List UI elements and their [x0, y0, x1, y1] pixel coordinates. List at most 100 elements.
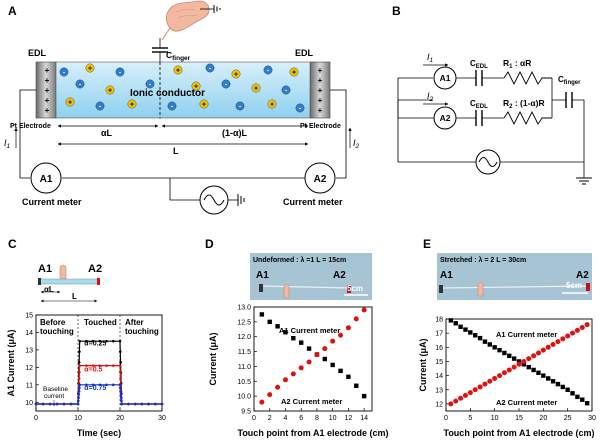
- i1-label: I1: [4, 138, 11, 150]
- c-point: [62, 402, 66, 406]
- meter-b-a2-label: A2: [440, 113, 451, 123]
- d-a2-label: A2: [333, 270, 346, 281]
- scatter-point-a2: [545, 344, 551, 350]
- scatter-point-a1: [346, 374, 351, 380]
- scatter-point-a2: [298, 365, 304, 371]
- x-tick-label: 5: [468, 415, 472, 422]
- y-tick-label: 16: [435, 345, 443, 352]
- d-hand-icon: [283, 284, 290, 299]
- d-plot-marks: 0 2 4 6 8 10 12 14 9.5 10.0 10.5 11.0 11.5 12.0 12.5 13…: [237, 305, 368, 423]
- cation: [289, 67, 299, 77]
- y-tick-label: 15: [25, 313, 33, 320]
- scatter-point-a1: [521, 362, 527, 367]
- c-point: [105, 383, 108, 387]
- y-tick-label: 11.0: [238, 364, 251, 371]
- scatter-point-a1: [526, 364, 531, 370]
- e-caption: Stretched : λ = 2 L = 30cm: [440, 256, 526, 264]
- scatter-point-a2: [579, 324, 585, 330]
- c-point: [147, 402, 150, 406]
- anion: [235, 101, 245, 111]
- ionic-conductor-label: Ionic conductor: [130, 88, 205, 99]
- edl-left-label: EDL: [28, 48, 47, 58]
- scatter-point-a1: [299, 340, 304, 345]
- x-tick-label: 0: [444, 415, 448, 422]
- c-point: [41, 402, 45, 406]
- cation: [191, 81, 201, 91]
- l-label: L: [173, 146, 179, 156]
- panel-d: D Undeformed : λ =1 L = 15cm A1 A2 5cm 0…: [205, 237, 389, 438]
- edl-sign-right: +: [318, 76, 323, 85]
- anion: [221, 79, 231, 89]
- panel-label-d: D: [205, 237, 214, 251]
- scatter-point-a2: [477, 384, 483, 390]
- b-cfinger-label: Cfinger: [558, 75, 581, 86]
- c-point: [118, 383, 122, 387]
- y-tick-label: 13: [25, 347, 33, 354]
- scatter-point-a1: [468, 330, 473, 335]
- scatter-point-a2: [501, 370, 507, 376]
- scatter-point-a1: [453, 321, 458, 326]
- anion: [167, 101, 177, 111]
- anion: [281, 85, 291, 95]
- anion: [295, 103, 305, 113]
- scatter-point-a1: [536, 370, 541, 375]
- x-tick-label: 8: [315, 415, 319, 422]
- anion: [95, 101, 105, 111]
- x-tick-label: 10: [74, 415, 82, 422]
- panel-a: A Cfinger EDL EDL + ++ ++ ++ ++ + -+- + -+- +-+-…: [4, 0, 360, 215]
- resistor-r1: [503, 70, 552, 86]
- c-point: [120, 399, 123, 403]
- c-point: [77, 393, 81, 396]
- y-tick-label: 14: [25, 330, 33, 337]
- cation: [173, 65, 183, 75]
- ion-sign: -: [149, 82, 152, 89]
- c-before-label: Before touching: [40, 318, 74, 336]
- anion: [59, 67, 69, 77]
- ion-sign: +: [130, 102, 134, 109]
- y-tick-label: 10: [25, 400, 33, 407]
- scatter-point-a1: [283, 330, 288, 335]
- c-baseline-label: Baseline current: [43, 386, 68, 400]
- cation: [267, 99, 277, 109]
- edl-charges: + ++ ++ ++ ++ +: [45, 66, 323, 115]
- x-tick-label: 6: [299, 415, 303, 422]
- resistor-r2: [503, 110, 552, 126]
- c-point: [119, 377, 122, 380]
- panel-label-e: E: [423, 237, 431, 251]
- c-point: [78, 350, 81, 353]
- ions: -+- + -+- +-+- + -+ -+- + - + - +-: [59, 63, 305, 113]
- ion-sign: +: [88, 66, 92, 73]
- b-cedl2-label: CEDL: [470, 99, 488, 110]
- ion-sign: +: [234, 72, 238, 79]
- anion: [145, 79, 155, 89]
- c-point: [118, 339, 122, 343]
- c-point: [133, 402, 137, 406]
- e-ylabel: Current (μA): [418, 338, 428, 391]
- ion-sign: -: [171, 104, 174, 111]
- e-s2-label: A2 Current meter: [496, 398, 557, 407]
- anion: [263, 65, 273, 75]
- x-tick-label: 20: [539, 415, 547, 422]
- scatter-point-a1: [550, 379, 556, 384]
- x-tick-label: 30: [588, 415, 596, 422]
- y-tick-label: 11: [26, 382, 33, 389]
- ion-sign: -: [99, 104, 102, 111]
- c-point: [120, 402, 123, 406]
- e-a2-label: A2: [576, 270, 589, 281]
- c-point: [153, 402, 157, 406]
- c-point: [85, 364, 88, 367]
- meter-a2-label: A2: [314, 174, 327, 185]
- c-point: [111, 364, 115, 367]
- y-tick-label: 12: [435, 401, 443, 408]
- x-tick-label: 20: [116, 415, 124, 422]
- scatter-point-a1: [477, 335, 483, 341]
- scatter-point-a2: [267, 392, 273, 398]
- c-point: [111, 339, 115, 343]
- ion-sign: -: [225, 82, 228, 89]
- edl-sign-left: +: [45, 106, 50, 115]
- d-ylabel: Current (μA): [208, 332, 218, 385]
- scatter-point-a2: [570, 330, 576, 336]
- anion: [75, 79, 85, 89]
- c-point: [127, 402, 130, 406]
